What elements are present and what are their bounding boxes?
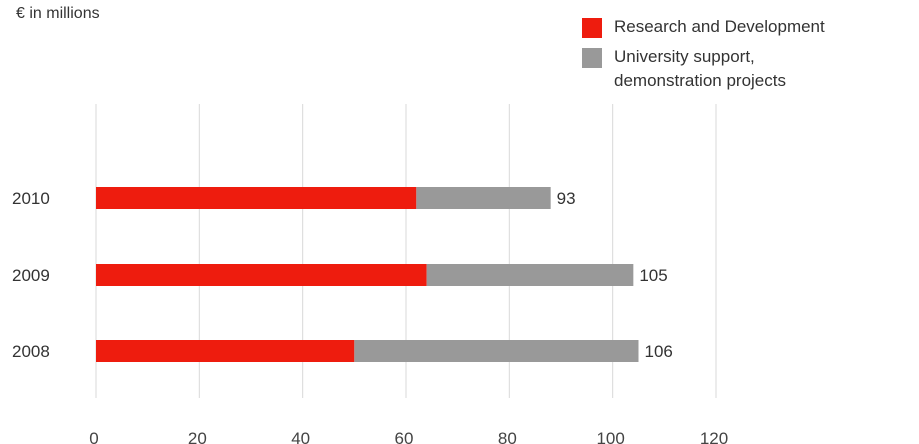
legend-label-research: Research and Development <box>614 17 825 36</box>
x-tick-label: 120 <box>700 429 728 444</box>
bars <box>96 187 639 362</box>
legend-swatch-university <box>582 48 602 68</box>
bar-segment-research-2008 <box>96 340 355 362</box>
bar-segment-university-2008 <box>354 340 639 362</box>
x-tick-label: 20 <box>188 429 207 444</box>
unit-label: € in millions <box>16 5 100 22</box>
bar-segment-university-2009 <box>426 264 634 286</box>
x-tick-label: 0 <box>89 429 98 444</box>
category-label-2010: 2010 <box>12 189 50 208</box>
x-tick-label: 80 <box>498 429 517 444</box>
total-label-2009: 105 <box>639 266 667 285</box>
legend-label-university-line-1: University support, <box>614 47 755 66</box>
total-label-2008: 106 <box>645 342 673 361</box>
bar-segment-research-2010 <box>96 187 417 209</box>
bar-segment-research-2009 <box>96 264 427 286</box>
bar-segment-university-2010 <box>416 187 551 209</box>
total-label-2010: 93 <box>557 189 576 208</box>
x-tick-label: 60 <box>395 429 414 444</box>
legend-label-university-line-2: demonstration projects <box>614 71 786 90</box>
legend-swatch-research <box>582 18 602 38</box>
category-label-2008: 2008 <box>12 342 50 361</box>
x-tick-label: 100 <box>596 429 624 444</box>
labels: 0 20 40 60 80 100 120 2010 93 2009 105 2008 106 <box>12 189 728 444</box>
x-tick-label: 40 <box>291 429 310 444</box>
category-label-2009: 2009 <box>12 266 50 285</box>
